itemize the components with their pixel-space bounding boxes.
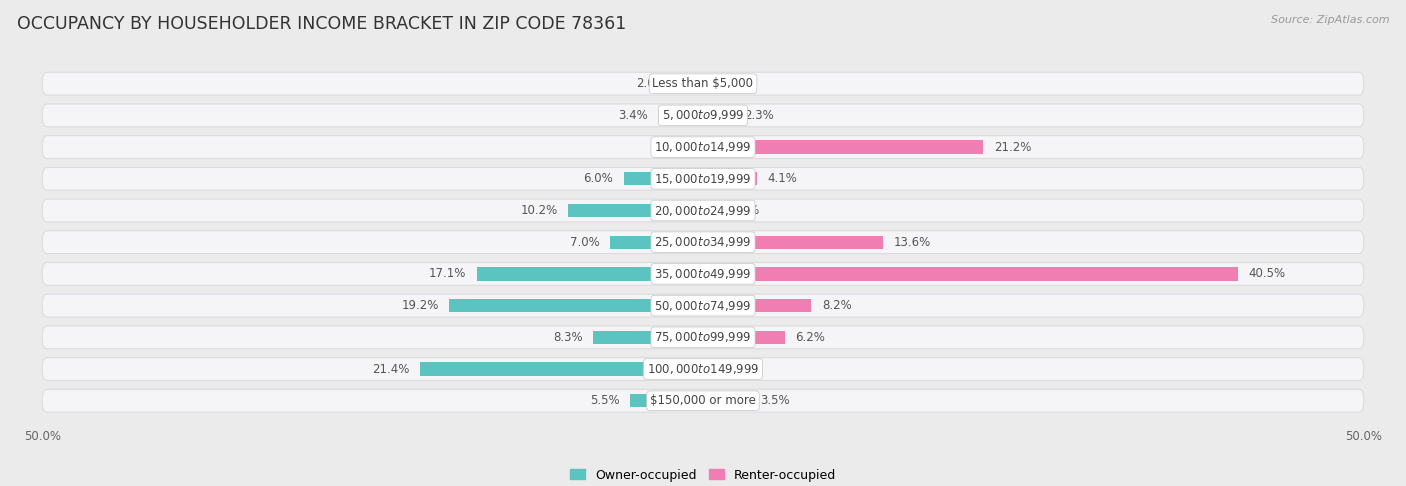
Bar [703, 330, 785, 344]
Text: $50,000 to $74,999: $50,000 to $74,999 [654, 298, 752, 312]
Bar [568, 204, 703, 217]
FancyBboxPatch shape [42, 104, 1364, 127]
Text: 6.2%: 6.2% [796, 331, 825, 344]
FancyBboxPatch shape [42, 326, 1364, 349]
Text: 3.4%: 3.4% [617, 109, 648, 122]
Text: 0.0%: 0.0% [662, 140, 692, 154]
FancyBboxPatch shape [42, 167, 1364, 190]
Bar [420, 363, 703, 376]
Text: 2.0%: 2.0% [637, 77, 666, 90]
Text: 8.3%: 8.3% [553, 331, 582, 344]
FancyBboxPatch shape [42, 358, 1364, 381]
Text: Source: ZipAtlas.com: Source: ZipAtlas.com [1271, 15, 1389, 25]
Text: 0.62%: 0.62% [721, 204, 759, 217]
Text: $5,000 to $9,999: $5,000 to $9,999 [662, 108, 744, 122]
Text: 6.0%: 6.0% [583, 173, 613, 185]
FancyBboxPatch shape [42, 294, 1364, 317]
Text: 7.0%: 7.0% [571, 236, 600, 249]
Bar [703, 394, 749, 407]
Text: 17.1%: 17.1% [429, 267, 467, 280]
Text: $20,000 to $24,999: $20,000 to $24,999 [654, 204, 752, 218]
Bar [703, 267, 1239, 280]
FancyBboxPatch shape [42, 136, 1364, 158]
Bar [610, 236, 703, 249]
Text: 5.5%: 5.5% [591, 394, 620, 407]
Bar [703, 109, 734, 122]
Text: 19.2%: 19.2% [401, 299, 439, 312]
Bar [703, 236, 883, 249]
Bar [477, 267, 703, 280]
Text: $150,000 or more: $150,000 or more [650, 394, 756, 407]
FancyBboxPatch shape [42, 72, 1364, 95]
Bar [450, 299, 703, 312]
Text: 0.0%: 0.0% [714, 363, 744, 376]
Text: 21.4%: 21.4% [373, 363, 409, 376]
Text: 2.3%: 2.3% [744, 109, 773, 122]
Bar [658, 109, 703, 122]
Text: 13.6%: 13.6% [893, 236, 931, 249]
Legend: Owner-occupied, Renter-occupied: Owner-occupied, Renter-occupied [565, 464, 841, 486]
Text: 40.5%: 40.5% [1249, 267, 1286, 280]
Bar [676, 77, 703, 90]
Text: 0.0%: 0.0% [714, 77, 744, 90]
Bar [630, 394, 703, 407]
Text: Less than $5,000: Less than $5,000 [652, 77, 754, 90]
Text: 10.2%: 10.2% [520, 204, 558, 217]
FancyBboxPatch shape [42, 231, 1364, 254]
Text: $15,000 to $19,999: $15,000 to $19,999 [654, 172, 752, 186]
Bar [703, 204, 711, 217]
Bar [593, 330, 703, 344]
Text: 21.2%: 21.2% [994, 140, 1031, 154]
Text: $75,000 to $99,999: $75,000 to $99,999 [654, 330, 752, 344]
Text: $10,000 to $14,999: $10,000 to $14,999 [654, 140, 752, 154]
Text: $25,000 to $34,999: $25,000 to $34,999 [654, 235, 752, 249]
FancyBboxPatch shape [42, 199, 1364, 222]
Text: $100,000 to $149,999: $100,000 to $149,999 [647, 362, 759, 376]
Text: $35,000 to $49,999: $35,000 to $49,999 [654, 267, 752, 281]
Text: OCCUPANCY BY HOUSEHOLDER INCOME BRACKET IN ZIP CODE 78361: OCCUPANCY BY HOUSEHOLDER INCOME BRACKET … [17, 15, 626, 33]
Text: 3.5%: 3.5% [759, 394, 789, 407]
Bar [703, 140, 983, 154]
FancyBboxPatch shape [42, 262, 1364, 285]
Bar [624, 172, 703, 186]
Text: 8.2%: 8.2% [823, 299, 852, 312]
Text: 4.1%: 4.1% [768, 173, 797, 185]
Bar [703, 172, 758, 186]
FancyBboxPatch shape [42, 389, 1364, 412]
Bar [703, 299, 811, 312]
